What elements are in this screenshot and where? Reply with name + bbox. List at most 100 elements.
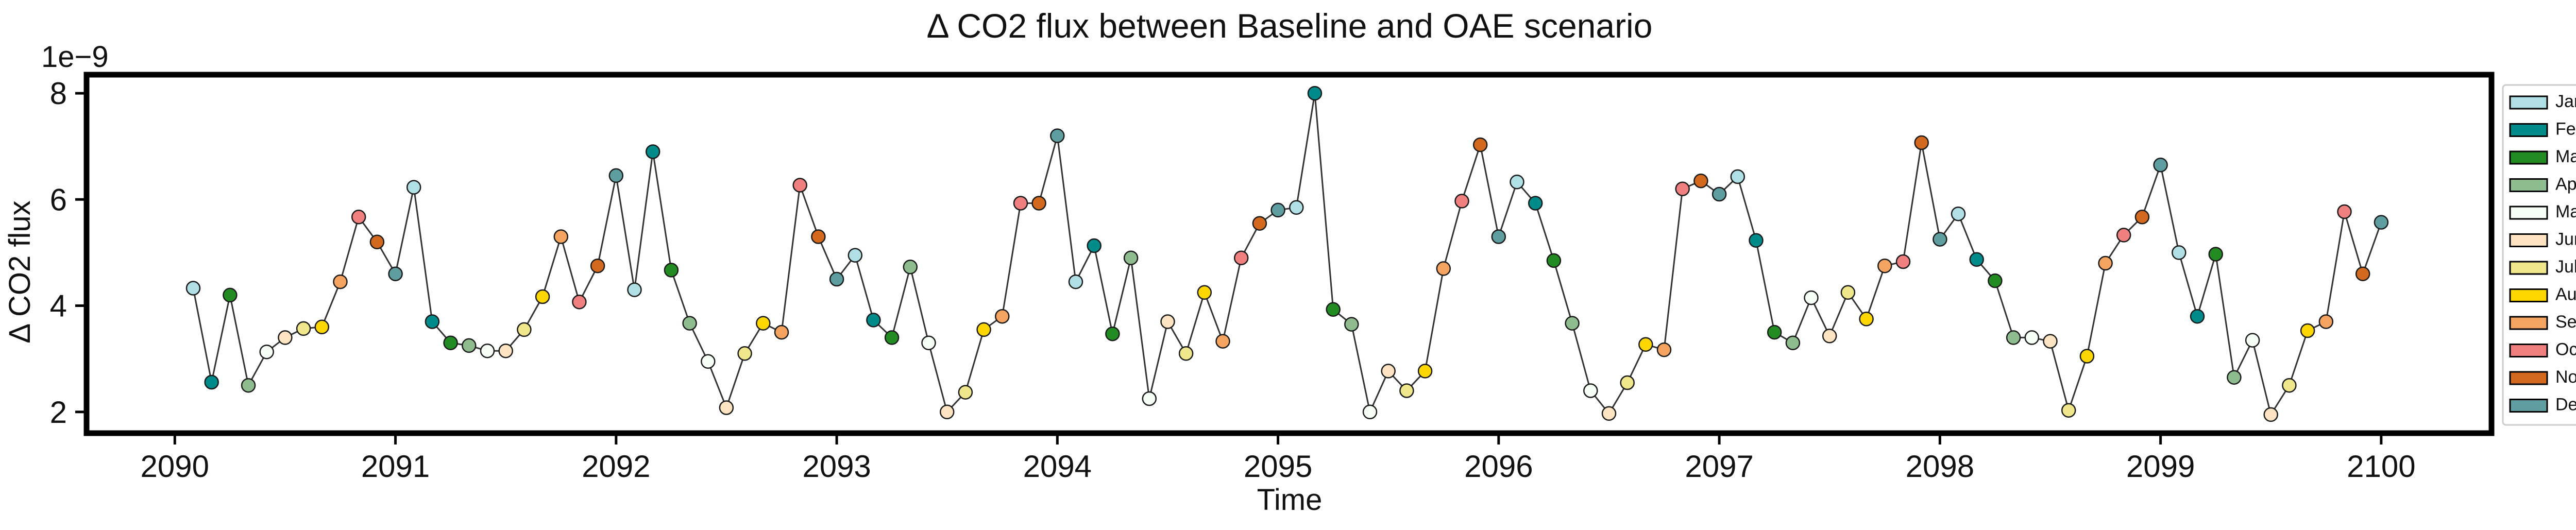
data-point-nov xyxy=(2355,266,2370,281)
data-point-oct xyxy=(792,178,807,193)
legend-swatch-aug xyxy=(2509,288,2548,302)
data-point-dec xyxy=(1270,202,1285,218)
data-point-apr xyxy=(1344,317,1359,332)
data-point-may xyxy=(1804,290,1819,305)
x-axis-label: Time xyxy=(1257,483,1323,517)
legend-swatch-sept xyxy=(2509,316,2548,330)
data-point-oct xyxy=(1233,250,1249,265)
data-point-apr xyxy=(2227,370,2242,385)
data-point-feb xyxy=(1969,252,1984,267)
data-point-sept xyxy=(1877,258,1892,273)
data-point-sept xyxy=(553,229,569,244)
series-line xyxy=(192,93,2382,417)
data-point-jan xyxy=(1068,274,1083,289)
y-tick-label: 8 xyxy=(50,76,67,111)
data-point-aug xyxy=(2079,349,2095,364)
legend-label-oct: Oct xyxy=(2555,340,2576,360)
data-point-mar xyxy=(223,287,238,303)
legend-label-feb: Feb xyxy=(2555,119,2576,139)
legend-label-may: May xyxy=(2555,202,2576,221)
data-point-may xyxy=(480,343,495,358)
x-tick-label: 2098 xyxy=(1906,449,1974,484)
data-point-may xyxy=(1583,383,1598,398)
x-tick-label: 2100 xyxy=(2347,449,2415,484)
plot-frame xyxy=(83,72,2495,436)
data-point-jan xyxy=(1730,169,1745,184)
x-tick-label: 2094 xyxy=(1023,449,1092,484)
data-point-june xyxy=(1601,406,1617,421)
data-point-sept xyxy=(333,274,348,289)
y-axis-ticks: 2 4 6 8 xyxy=(50,76,87,430)
legend-label-aug: Aug xyxy=(2555,285,2576,304)
data-point-may xyxy=(921,335,936,350)
legend-label-july: July xyxy=(2555,257,2576,277)
data-point-sept xyxy=(2098,255,2113,271)
data-point-july xyxy=(2061,403,2076,418)
data-point-june xyxy=(1160,314,1175,329)
data-point-mar xyxy=(1988,273,2003,288)
data-point-july xyxy=(958,385,973,400)
data-point-jan xyxy=(185,281,201,296)
data-point-nov xyxy=(1031,196,1046,211)
y-tick-label: 2 xyxy=(50,395,67,430)
y-tick-label: 6 xyxy=(50,182,67,217)
data-point-july xyxy=(1620,375,1635,390)
data-point-may xyxy=(2024,330,2040,345)
data-point-apr xyxy=(903,260,918,275)
data-point-july xyxy=(517,322,532,337)
data-point-aug xyxy=(756,316,771,331)
data-point-sept xyxy=(1656,342,1672,357)
data-point-dec xyxy=(2374,215,2389,230)
data-point-apr xyxy=(682,316,697,331)
data-point-oct xyxy=(1675,181,1690,196)
data-point-aug xyxy=(1197,285,1212,300)
data-point-sept xyxy=(995,309,1010,324)
data-point-mar xyxy=(1767,324,1782,340)
legend-swatch-dec xyxy=(2509,399,2548,413)
legend-swatch-july xyxy=(2509,261,2548,275)
data-point-nov xyxy=(811,229,826,244)
data-point-apr xyxy=(1123,250,1139,265)
data-point-june xyxy=(719,400,734,415)
data-point-june xyxy=(2043,334,2058,349)
data-point-apr xyxy=(2006,330,2021,345)
x-tick-label: 2097 xyxy=(1685,449,1753,484)
data-point-mar xyxy=(443,335,458,350)
data-point-feb xyxy=(1528,196,1543,211)
data-point-jan xyxy=(848,248,863,263)
data-point-nov xyxy=(1472,137,1488,152)
data-point-aug xyxy=(1417,364,1433,379)
data-point-july xyxy=(1399,383,1414,398)
data-point-nov xyxy=(1252,216,1267,231)
data-point-june xyxy=(1822,329,1837,344)
legend-swatch-june xyxy=(2509,233,2548,247)
data-point-july xyxy=(1178,346,1194,361)
data-point-dec xyxy=(1050,128,1065,143)
data-point-feb xyxy=(645,144,660,159)
data-point-july xyxy=(737,346,752,361)
data-point-july xyxy=(2282,378,2297,393)
legend-label-nov: Nov xyxy=(2555,367,2576,387)
data-point-nov xyxy=(2134,210,2150,225)
data-point-may xyxy=(1362,404,1378,420)
data-point-nov xyxy=(590,258,605,273)
data-point-june xyxy=(2263,407,2278,422)
data-point-oct xyxy=(2116,228,2131,243)
data-point-dec xyxy=(1711,186,1727,202)
data-point-june xyxy=(498,343,513,358)
legend-label-mar: Mar xyxy=(2555,147,2576,166)
legend-label-june: June xyxy=(2555,230,2576,249)
data-point-june xyxy=(278,330,293,345)
legend-swatch-oct xyxy=(2509,344,2548,357)
data-point-july xyxy=(296,321,311,336)
legend-swatch-feb xyxy=(2509,123,2548,137)
data-point-oct xyxy=(1454,194,1469,209)
data-point-june xyxy=(939,404,955,420)
legend-swatch-nov xyxy=(2509,371,2548,385)
x-tick-label: 2095 xyxy=(1244,449,1312,484)
chart-title: Δ CO2 flux between Baseline and OAE scen… xyxy=(927,7,1653,45)
data-point-oct xyxy=(572,295,587,310)
x-tick-label: 2091 xyxy=(361,449,430,484)
data-point-dec xyxy=(1491,229,1506,244)
data-point-nov xyxy=(1914,135,1929,150)
